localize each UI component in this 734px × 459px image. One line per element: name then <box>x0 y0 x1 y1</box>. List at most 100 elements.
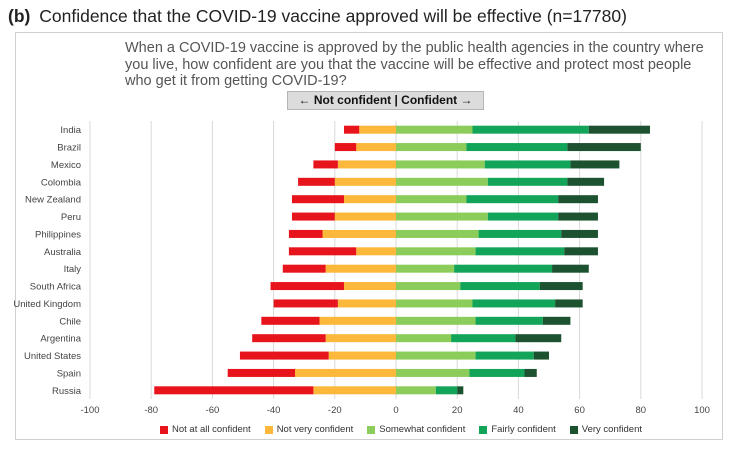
legend-item-very: Very confident <box>569 424 642 435</box>
bar-very <box>558 212 598 221</box>
legend: Not at all confident Not very confident … <box>160 424 642 435</box>
figure-heading: (b) Confidence that the COVID-19 vaccine… <box>8 6 627 27</box>
bar-not-very <box>319 316 396 325</box>
bar-not-at-all <box>273 299 338 308</box>
bar-very <box>542 316 571 325</box>
x-tick-label: 40 <box>513 405 524 416</box>
bar-not-at-all <box>154 386 314 395</box>
bar-not-at-all <box>239 351 329 360</box>
y-tick-label: Spain <box>57 368 81 379</box>
bar-fairly <box>487 212 559 221</box>
bar-somewhat <box>396 282 461 291</box>
bar-not-very <box>337 299 396 308</box>
bar-not-at-all <box>343 125 360 134</box>
bar-not-very <box>325 334 396 343</box>
bar-fairly <box>475 351 534 360</box>
bar-very <box>567 143 641 152</box>
legend-swatch-not-at-all <box>160 425 168 434</box>
y-tick-label: Australia <box>44 247 82 258</box>
y-tick-label: Chile <box>59 316 81 327</box>
chart-frame <box>15 32 723 440</box>
bar-fairly <box>487 177 568 186</box>
bar-not-very <box>328 351 396 360</box>
bar-very <box>539 282 583 291</box>
x-tick-label: -80 <box>144 405 158 416</box>
bar-not-very <box>356 143 396 152</box>
bar-fairly <box>466 143 568 152</box>
x-tick-label: -40 <box>267 405 281 416</box>
y-tick-label: Argentina <box>40 334 81 345</box>
x-tick-label: 100 <box>694 405 710 416</box>
bar-very <box>515 334 562 343</box>
bar-very <box>561 229 598 238</box>
y-tick-label: Italy <box>64 264 82 275</box>
bar-very <box>457 386 464 395</box>
bar-fairly <box>472 125 589 134</box>
legend-swatch-very <box>569 425 578 434</box>
x-tick-label: 20 <box>452 405 463 416</box>
bar-not-very <box>313 386 396 395</box>
bar-fairly <box>460 282 540 291</box>
y-tick-label: New Zealand <box>25 195 81 206</box>
bar-fairly <box>454 264 553 273</box>
bar-very <box>564 247 598 256</box>
bar-not-very <box>359 125 396 134</box>
bar-not-very <box>325 264 396 273</box>
bar-not-at-all <box>288 247 357 256</box>
bar-very <box>570 160 620 169</box>
y-tick-label: Russia <box>52 386 82 397</box>
bar-not-very <box>356 247 396 256</box>
legend-swatch-not-very <box>264 425 273 434</box>
bar-fairly <box>484 160 571 169</box>
bar-somewhat <box>396 247 476 256</box>
bar-not-very <box>295 368 396 377</box>
x-tick-label: -20 <box>328 405 342 416</box>
legend-item-fairly: Fairly confident <box>479 424 556 435</box>
legend-label-fairly: Fairly confident <box>491 424 556 435</box>
bar-very <box>588 125 650 134</box>
y-tick-label: Brazil <box>57 143 81 154</box>
bar-not-at-all <box>313 160 338 169</box>
figure-title: Confidence that the COVID-19 vaccine app… <box>39 6 627 26</box>
bar-very <box>555 299 583 308</box>
bar-very <box>552 264 589 273</box>
bar-somewhat <box>396 299 473 308</box>
y-tick-label: Peru <box>61 212 81 223</box>
bar-very <box>524 368 537 377</box>
bar-not-at-all <box>298 177 335 186</box>
x-tick-label: 80 <box>636 405 647 416</box>
y-tick-label: India <box>60 125 81 136</box>
bar-not-very <box>322 229 396 238</box>
legend-item-somewhat: Somewhat confident <box>367 424 465 435</box>
legend-label-somewhat: Somewhat confident <box>379 424 466 435</box>
bar-somewhat <box>396 386 436 395</box>
bar-fairly <box>451 334 516 343</box>
direction-label: ← Not confident | Confident → <box>287 91 484 110</box>
bar-very <box>558 195 598 204</box>
y-tick-label: Mexico <box>51 160 81 171</box>
bar-not-very <box>334 177 396 186</box>
bar-somewhat <box>396 195 467 204</box>
bar-fairly <box>435 386 458 395</box>
y-tick-label: United Kingdom <box>13 299 81 310</box>
bar-somewhat <box>396 368 470 377</box>
survey-question: When a COVID-19 vaccine is approved by t… <box>125 40 704 89</box>
bar-fairly <box>469 368 525 377</box>
bar-not-at-all <box>334 143 357 152</box>
bar-not-at-all <box>270 282 344 291</box>
y-tick-label: South Africa <box>30 282 82 293</box>
y-tick-label: Philippines <box>35 229 81 240</box>
bar-not-very <box>343 195 396 204</box>
legend-item-not-very: Not very confident <box>264 424 354 435</box>
panel-label: (b) <box>8 6 31 26</box>
bar-somewhat <box>396 351 476 360</box>
bar-not-at-all <box>227 368 296 377</box>
bar-somewhat <box>396 125 473 134</box>
y-tick-label: Colombia <box>41 177 82 188</box>
legend-label-not-very: Not very confident <box>276 424 354 435</box>
y-tick-label: United States <box>24 351 81 362</box>
bar-not-at-all <box>282 264 326 273</box>
bar-fairly <box>475 316 543 325</box>
x-tick-label: -100 <box>80 405 99 416</box>
x-tick-label: 0 <box>393 405 398 416</box>
